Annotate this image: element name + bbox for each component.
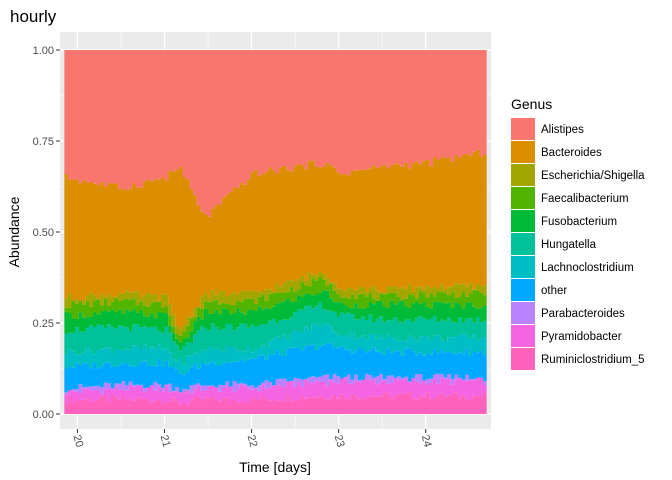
- legend-key-parabacteroides: [511, 302, 535, 324]
- area-lachnoclostridium: [64, 322, 487, 375]
- x-tick-label: 23: [332, 434, 347, 449]
- legend-label-escherichia-shigella: Escherichia/Shigella: [541, 170, 645, 182]
- stacked-layers: [64, 50, 487, 414]
- legend-key-alistipes: [511, 118, 535, 140]
- legend-key-faecalibacterium: [511, 187, 535, 209]
- x-tick-label: 22: [245, 434, 260, 449]
- legend-key-bacteroides: [511, 141, 535, 163]
- legend: Genus Alistipes Bacteroides Escherichia/Sh…: [511, 96, 645, 370]
- area-fusobacterium: [64, 290, 487, 351]
- legend-key-fusobacterium: [511, 210, 535, 232]
- x-tick-label: 24: [419, 434, 434, 449]
- area-bacteroides: [64, 149, 487, 329]
- x-tick-label: 21: [158, 434, 173, 449]
- legend-key-escherichia-shigella: [511, 164, 535, 186]
- x-tick-label: 20: [71, 434, 86, 449]
- legend-title: Genus: [511, 96, 552, 112]
- y-tick-label: 1.00: [33, 45, 54, 57]
- legend-key-lachnoclostridium: [511, 256, 535, 278]
- legend-key-pyramidobacter: [511, 325, 535, 347]
- legend-label-ruminiclostridium-5: Ruminiclostridium_5: [541, 354, 645, 366]
- legend-key-other: [511, 279, 535, 301]
- legend-label-alistipes: Alistipes: [541, 124, 584, 136]
- area-faecalibacterium: [64, 276, 487, 343]
- legend-label-pyramidobacter: Pyramidobacter: [541, 331, 622, 343]
- legend-label-parabacteroides: Parabacteroides: [541, 308, 625, 320]
- chart-title: hourly: [10, 7, 57, 26]
- x-axis: 20 21 22 23 24: [71, 429, 434, 449]
- area-alistipes: [64, 50, 487, 217]
- legend-label-bacteroides: Bacteroides: [541, 147, 602, 159]
- y-axis-label: Abundance: [6, 196, 22, 267]
- area-pyramidobacter: [64, 377, 487, 405]
- legend-label-faecalibacterium: Faecalibacterium: [541, 193, 629, 205]
- legend-key-hungatella: [511, 233, 535, 255]
- y-tick-label: 0.75: [33, 136, 54, 148]
- y-tick-label: 0.25: [33, 318, 54, 330]
- y-axis: 0.00 0.25 0.50 0.75 1.00: [33, 45, 60, 421]
- x-axis-label: Time [days]: [239, 459, 311, 475]
- area-hungatella: [64, 302, 487, 365]
- area-other: [64, 343, 487, 393]
- legend-label-hungatella: Hungatella: [541, 239, 597, 251]
- y-tick-label: 0.50: [33, 227, 54, 239]
- legend-label-other: other: [541, 285, 567, 297]
- y-tick-label: 0.00: [33, 409, 54, 421]
- legend-key-ruminiclostridium-5: [511, 348, 535, 370]
- area-ruminiclostridium-5: [64, 392, 487, 414]
- legend-label-lachnoclostridium: Lachnoclostridium: [541, 262, 634, 274]
- legend-label-fusobacterium: Fusobacterium: [541, 216, 617, 228]
